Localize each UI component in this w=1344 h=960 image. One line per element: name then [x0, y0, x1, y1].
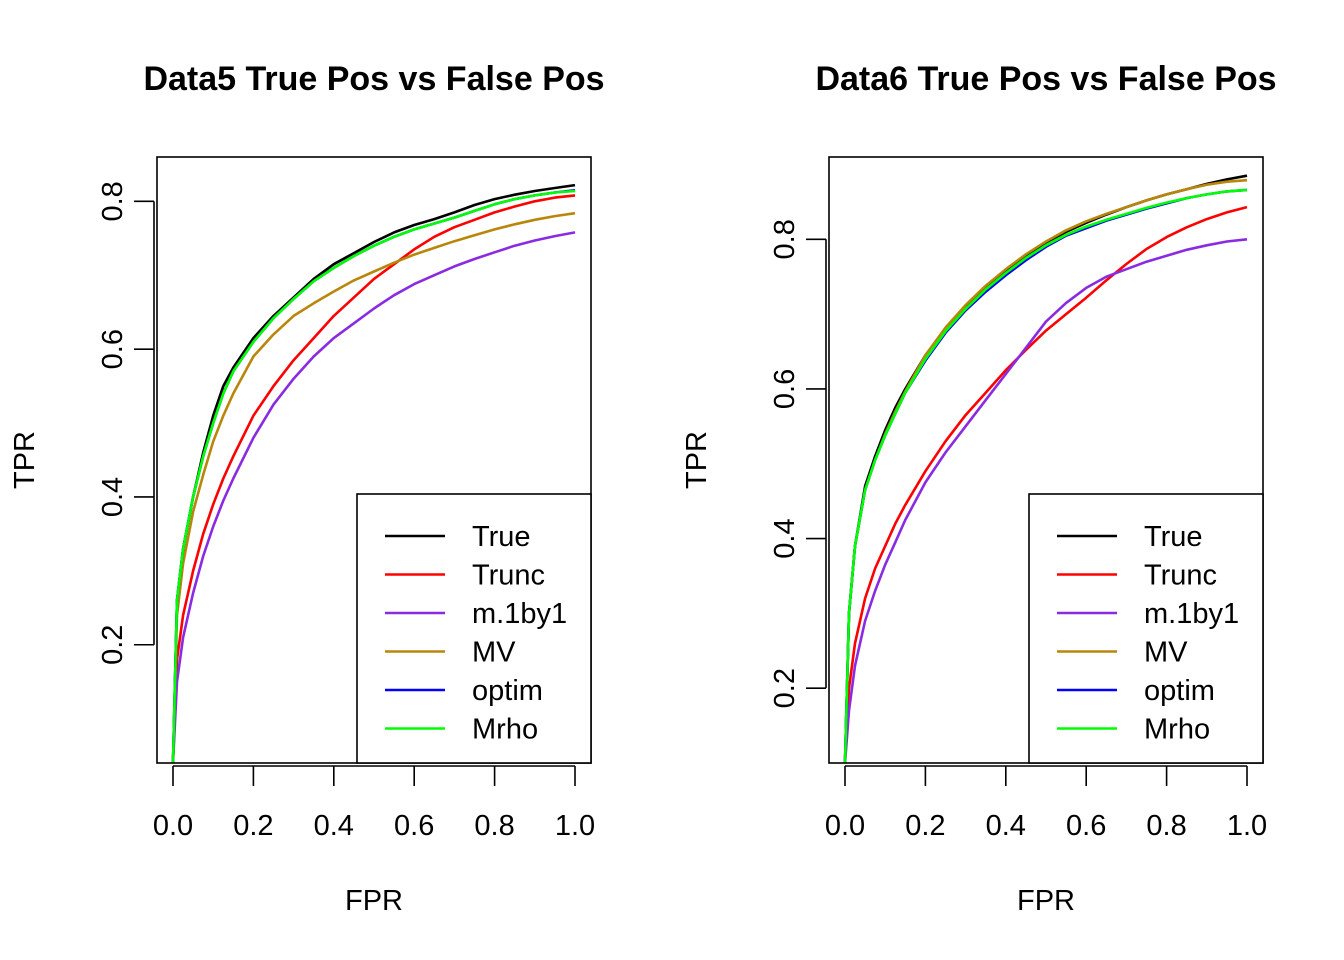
series-line-mrho	[171, 189, 576, 763]
x-tick-label: 0.0	[153, 810, 193, 842]
x-axis-label: FPR	[1017, 885, 1075, 917]
x-tick-label: 0.6	[394, 810, 434, 842]
legend: True Trunc m.1by1 MV optim Mrho	[356, 493, 592, 764]
series-lines	[171, 183, 576, 763]
legend: True Trunc m.1by1 MV optim Mrho	[1028, 493, 1264, 764]
x-axis-label: FPR	[345, 885, 403, 917]
chart-title: Data6 True Pos vs False Pos	[815, 60, 1276, 98]
y-tick-label: 0.6	[97, 329, 129, 369]
chart-panel-2: Data6 True Pos vs False Pos 0.0 0.2 0.4 0.6 0…	[681, 60, 1277, 917]
x-tick-label: 0.4	[986, 810, 1026, 842]
legend-label: m.1by1	[1144, 598, 1239, 630]
chart-title: Data5 True Pos vs False Pos	[143, 60, 604, 98]
legend-label: MV	[472, 637, 516, 669]
x-tick-label: 0.8	[474, 810, 514, 842]
series-lines	[843, 174, 1248, 763]
x-tick-label: 0.4	[314, 810, 354, 842]
x-tick-label: 1.0	[1227, 810, 1267, 842]
series-line-trunc	[843, 205, 1248, 763]
y-tick-label: 0.2	[97, 625, 129, 665]
y-tick-label: 0.8	[769, 219, 801, 259]
x-tick-label: 0.8	[1146, 810, 1186, 842]
legend-label: optim	[472, 675, 543, 707]
y-tick-label: 0.4	[97, 477, 129, 517]
x-tick-label: 0.2	[905, 810, 945, 842]
y-tick-label: 0.8	[97, 181, 129, 221]
series-line-trunc	[171, 194, 576, 763]
legend-label: optim	[1144, 675, 1215, 707]
legend-label: m.1by1	[472, 598, 567, 630]
y-axis-label: TPR	[681, 431, 713, 489]
legend-label: Mrho	[1144, 714, 1210, 746]
series-line-m-1by1	[843, 238, 1248, 763]
legend-label: True	[1144, 521, 1203, 553]
x-tick-label: 1.0	[555, 810, 595, 842]
y-tick-label: 0.2	[769, 668, 801, 708]
series-line-m-1by1	[171, 231, 576, 763]
chart-panel-1: Data5 True Pos vs False Pos 0.0 0.2 0.4 0.6 0…	[9, 60, 605, 917]
legend-box	[356, 493, 592, 764]
legend-label: MV	[1144, 637, 1188, 669]
series-line-mv	[171, 211, 576, 763]
y-axis-label: TPR	[9, 431, 41, 489]
x-tick-label: 0.0	[825, 810, 865, 842]
y-tick-label: 0.6	[769, 369, 801, 409]
legend-label: True	[472, 521, 531, 553]
series-line-mrho	[843, 188, 1248, 763]
legend-label: Trunc	[472, 560, 545, 592]
legend-box	[1028, 493, 1264, 764]
legend-label: Trunc	[1144, 560, 1217, 592]
x-tick-label: 0.2	[233, 810, 273, 842]
x-tick-label: 0.6	[1066, 810, 1106, 842]
y-tick-label: 0.4	[769, 518, 801, 558]
legend-label: Mrho	[472, 714, 538, 746]
